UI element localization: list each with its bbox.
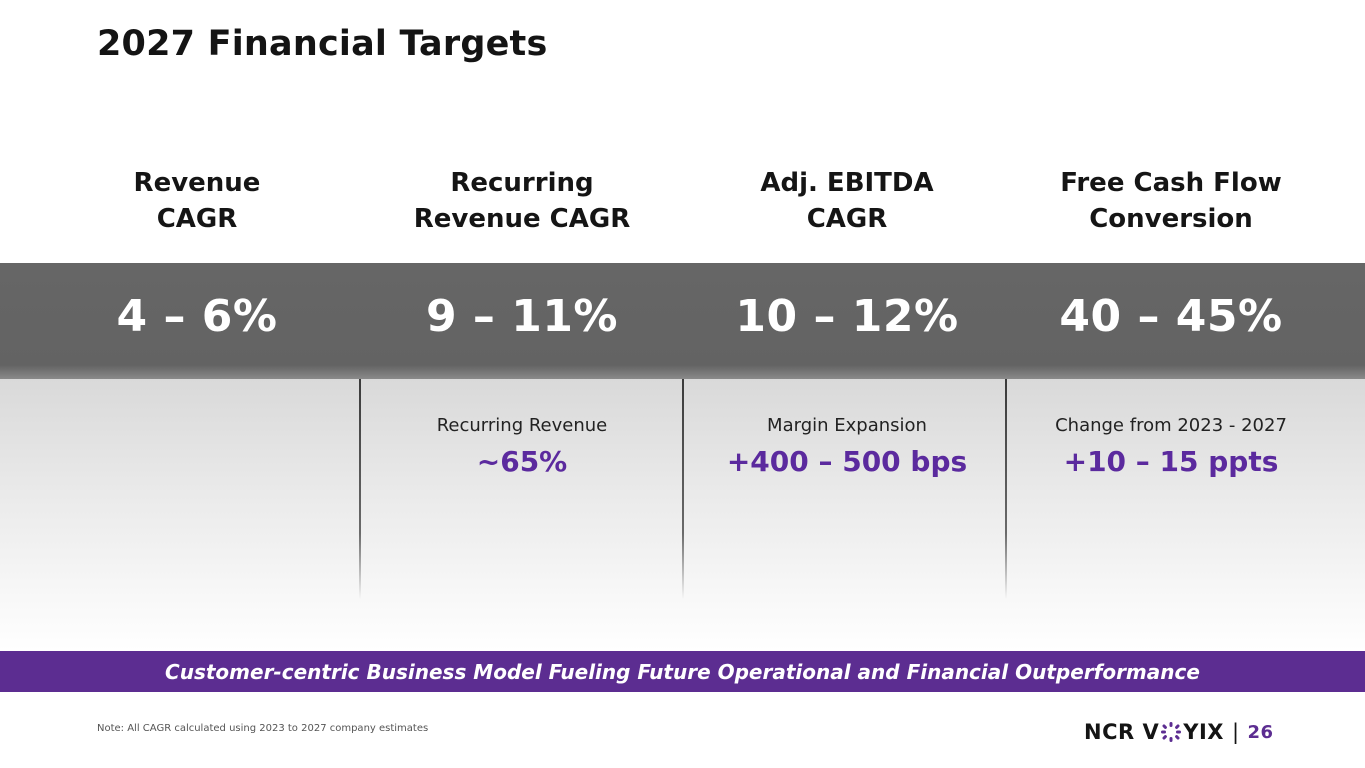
- header-revenue-cagr: Revenue CAGR: [47, 165, 347, 237]
- targets-band: 4 – 6% 9 – 11% 10 – 12% 40 – 45%: [0, 263, 1365, 379]
- header-line: CAGR: [806, 204, 888, 234]
- header-line: Revenue: [133, 168, 261, 198]
- target-revenue-cagr: 4 – 6%: [116, 291, 278, 342]
- voyix-flower-icon: [1160, 721, 1182, 743]
- detail-value-margin-expansion: +400 – 500 bps: [726, 445, 968, 478]
- header-adj-ebitda-cagr: Adj. EBITDA CAGR: [697, 165, 997, 237]
- header-free-cash-flow-conversion: Free Cash Flow Conversion: [1021, 165, 1321, 237]
- footnote: Note: All CAGR calculated using 2023 to …: [97, 723, 429, 734]
- tagline-banner: Customer-centric Business Model Fueling …: [0, 651, 1365, 692]
- tagline-text: Customer-centric Business Model Fueling …: [165, 659, 1200, 684]
- target-adj-ebitda-cagr: 10 – 12%: [735, 291, 959, 342]
- header-line: Adj. EBITDA: [760, 168, 934, 198]
- logo-text-right: YIX: [1183, 720, 1224, 744]
- detail-value-fcf-change: +10 – 15 ppts: [1063, 445, 1279, 478]
- slide-title: 2027 Financial Targets: [97, 24, 548, 64]
- logo-text-left: NCR V: [1084, 720, 1160, 744]
- detail-label-fcf-change: Change from 2023 - 2027: [1055, 415, 1287, 436]
- page-separator: |: [1231, 720, 1240, 744]
- header-line: CAGR: [156, 204, 238, 234]
- column-divider: [359, 379, 361, 599]
- detail-area: Recurring Revenue ~65% Margin Expansion …: [0, 379, 1365, 651]
- header-line: Recurring: [450, 168, 594, 198]
- column-divider: [1005, 379, 1007, 599]
- header-line: Free Cash Flow: [1060, 168, 1282, 198]
- page-number: 26: [1247, 721, 1274, 743]
- detail-label-recurring-revenue: Recurring Revenue: [436, 415, 608, 436]
- footer-logo: NCR V YIX | 26: [1084, 719, 1274, 745]
- target-free-cash-flow-conversion: 40 – 45%: [1059, 291, 1283, 342]
- detail-value-recurring-revenue: ~65%: [476, 445, 568, 478]
- header-recurring-revenue-cagr: Recurring Revenue CAGR: [372, 165, 672, 237]
- detail-label-margin-expansion: Margin Expansion: [767, 415, 927, 436]
- target-recurring-revenue-cagr: 9 – 11%: [425, 291, 619, 342]
- metric-headers: Revenue CAGR Recurring Revenue CAGR Adj.…: [0, 165, 1365, 245]
- column-divider: [682, 379, 684, 599]
- header-line: Revenue CAGR: [413, 204, 631, 234]
- header-line: Conversion: [1089, 204, 1253, 234]
